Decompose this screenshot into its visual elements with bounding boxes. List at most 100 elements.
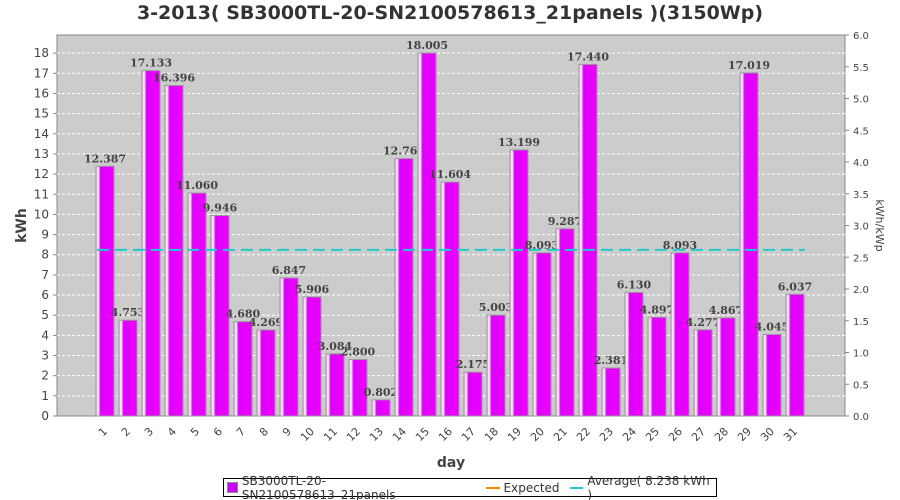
chart-title: 3-2013( SB3000TL-20-SN2100578613_21panel…: [136, 2, 764, 24]
x-tick-label: 26: [666, 425, 685, 444]
data-label: 11.604: [429, 168, 471, 181]
data-label: 3.084: [318, 340, 353, 353]
x-tick-label: 15: [413, 425, 432, 444]
x-tick-label: 17: [459, 425, 478, 444]
bar: [555, 228, 575, 417]
x-tick-label: 7: [234, 425, 248, 439]
data-label: 0.802: [364, 386, 398, 399]
bar: [187, 192, 207, 417]
bar: [210, 215, 230, 417]
x-tick-label: 22: [574, 425, 593, 444]
data-label: 8.093: [663, 239, 697, 252]
y-tick-label: 2: [41, 369, 49, 383]
x-tick-label: 3: [142, 425, 156, 439]
bar: [256, 329, 276, 417]
bar: [440, 181, 460, 417]
bar: [118, 319, 138, 417]
legend-label-expected: Expected: [503, 480, 560, 495]
bar: [486, 314, 506, 417]
x-tick-label: 10: [298, 425, 317, 444]
bar: [394, 158, 414, 417]
bar: [325, 353, 345, 417]
bar: [532, 252, 552, 417]
y-tick-label: 4: [41, 328, 49, 342]
data-label: 4.867: [709, 304, 743, 317]
bar: [141, 70, 161, 417]
data-label: 4.277: [686, 316, 720, 329]
data-label: 4.753: [111, 306, 145, 319]
x-tick-label: 9: [280, 425, 294, 439]
data-label: 4.269: [249, 316, 283, 329]
data-label: 12.387: [84, 152, 126, 165]
x-tick-label: 1: [96, 425, 110, 439]
bar: [601, 367, 621, 417]
y-tick-label: 0: [41, 409, 49, 423]
y-tick-label: 13: [34, 147, 49, 161]
data-label: 9.287: [548, 215, 582, 228]
bar: [348, 359, 368, 417]
y-tick-label: 16: [34, 86, 49, 100]
bar: [785, 293, 805, 417]
x-axis-label: day: [437, 455, 465, 471]
y2-axis-label: kWh/kWp: [873, 199, 886, 251]
legend-swatch-production: [227, 482, 238, 493]
y-tick-label: 6: [41, 288, 49, 302]
data-label: 2.381: [594, 354, 628, 367]
x-tick-label: 6: [211, 425, 225, 439]
y-tick-label: 10: [34, 207, 49, 221]
legend-label-production: SB3000TL-20-SN2100578613_21panels: [241, 473, 396, 500]
data-label: 17.440: [567, 50, 609, 63]
x-tick-label: 19: [505, 425, 524, 444]
data-label: 17.133: [130, 57, 172, 70]
data-label: 2.175: [456, 358, 490, 371]
data-label: 5.906: [295, 283, 330, 296]
y2-tick-label: 0.0: [853, 412, 869, 423]
data-label: 18.005: [406, 39, 448, 52]
y2-tick-label: 4.5: [853, 126, 869, 137]
data-label: 13.199: [498, 136, 540, 149]
y-tick-label: 9: [41, 228, 49, 242]
bar: [233, 321, 253, 417]
x-tick-label: 11: [321, 425, 340, 444]
y2-tick-label: 3.0: [853, 222, 869, 233]
x-tick-label: 27: [689, 425, 708, 444]
data-label: 17.019: [728, 59, 770, 72]
bar: [647, 316, 667, 417]
x-tick-label: 18: [482, 425, 501, 444]
y2-tick-label: 2.5: [853, 253, 869, 264]
y-tick-label: 18: [34, 46, 49, 60]
x-tick-label: 29: [735, 425, 754, 444]
bar: [417, 52, 437, 417]
data-label: 2.800: [341, 346, 376, 359]
y2-tick-label: 6.0: [853, 31, 869, 42]
y2-tick-label: 1.0: [853, 349, 869, 360]
x-tick-label: 28: [712, 425, 731, 444]
x-tick-label: 8: [257, 425, 271, 439]
bar: [463, 371, 483, 417]
y-tick-label: 8: [41, 248, 49, 262]
data-label: 6.130: [617, 278, 652, 291]
data-label: 5.003: [479, 301, 513, 314]
y2-tick-label: 2.0: [853, 285, 869, 296]
bar: [302, 296, 322, 417]
x-tick-label: 4: [165, 425, 179, 439]
data-label: 6.847: [272, 264, 306, 277]
y-tick-label: 3: [41, 349, 49, 363]
y2-tick-label: 5.0: [853, 95, 869, 106]
data-label: 4.680: [226, 308, 261, 321]
x-tick-label: 21: [551, 425, 570, 444]
bar: [716, 317, 736, 417]
data-label: 16.396: [153, 71, 195, 84]
legend-label-average: Average( 8.238 kWh ): [587, 473, 710, 500]
x-tick-label: 5: [188, 425, 202, 439]
legend-swatch-expected: [485, 486, 500, 489]
y-tick-label: 1: [41, 389, 49, 403]
x-tick-label: 25: [643, 425, 662, 444]
x-tick-label: 24: [620, 425, 639, 444]
data-label: 12.768: [383, 145, 425, 158]
x-tick-label: 23: [597, 425, 616, 444]
bar: [371, 399, 391, 417]
bar: [624, 291, 644, 417]
data-label: 8.093: [525, 239, 559, 252]
